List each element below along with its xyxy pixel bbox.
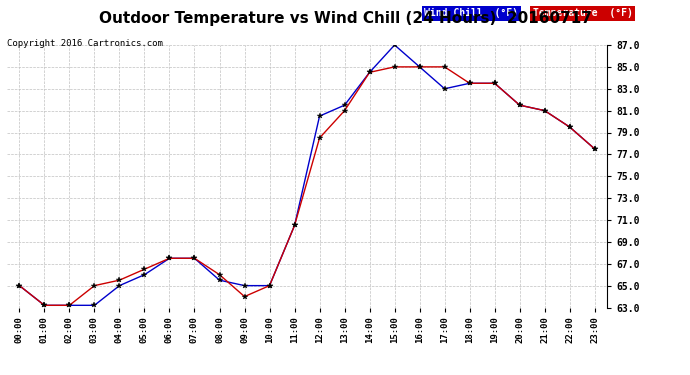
Text: Outdoor Temperature vs Wind Chill (24 Hours)  20160717: Outdoor Temperature vs Wind Chill (24 Ho…: [99, 11, 591, 26]
Text: Temperature  (°F): Temperature (°F): [533, 8, 633, 18]
Text: Copyright 2016 Cartronics.com: Copyright 2016 Cartronics.com: [7, 39, 163, 48]
Text: Wind Chill  (°F): Wind Chill (°F): [424, 8, 518, 18]
